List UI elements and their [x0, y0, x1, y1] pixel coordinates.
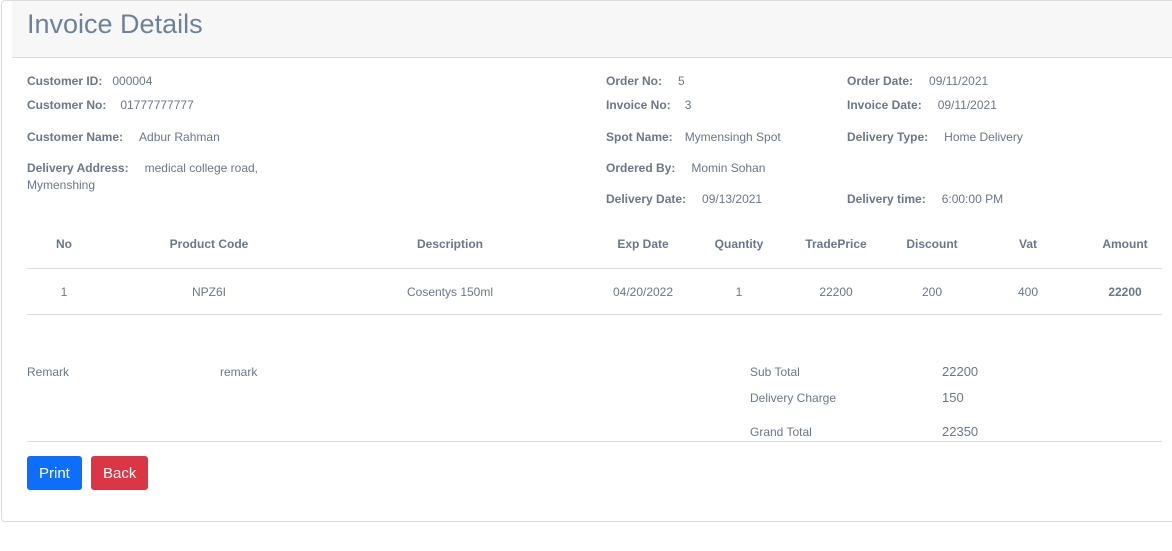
cell-product-code: NPZ6I	[191, 285, 227, 299]
delivery-type: Delivery Type: Home Delivery	[847, 130, 1023, 144]
back-button[interactable]: Back	[91, 456, 149, 490]
grand-total-label: Grand Total	[750, 425, 812, 439]
col-trade-price: TradePrice	[805, 237, 867, 251]
delivery-charge-label: Delivery Charge	[750, 391, 837, 405]
cell-description: Cosentys 150ml	[406, 285, 494, 299]
card-header	[12, 1, 1172, 58]
customer-no: Customer No: 01777777777	[27, 98, 194, 112]
customer-name: Customer Name: Adbur Rahman	[27, 130, 220, 144]
invoice-no: Invoice No: 3	[606, 98, 692, 112]
cell-exp-date: 04/20/2022	[612, 285, 674, 299]
cell-quantity: 1	[735, 285, 743, 299]
invoice-date: Invoice Date: 09/11/2021	[847, 98, 997, 112]
customer-id: Customer ID: 000004	[27, 74, 153, 88]
sub-total-label: Sub Total	[750, 365, 800, 379]
grand-total-value: 22350	[942, 424, 979, 439]
col-no: No	[56, 237, 72, 251]
col-quantity: Quantity	[714, 237, 764, 251]
delivery-address-line2: Mymenshing	[27, 178, 96, 192]
col-description: Description	[416, 237, 484, 251]
col-product-code: Product Code	[169, 237, 249, 251]
cell-trade-price: 22200	[819, 285, 853, 299]
col-discount: Discount	[906, 237, 958, 251]
divider	[27, 268, 1162, 269]
delivery-time: Delivery time: 6:00:00 PM	[847, 192, 1004, 206]
invoice-card	[1, 0, 1172, 522]
order-date: Order Date: 09/11/2021	[847, 74, 989, 88]
remark-value: remark	[220, 365, 258, 379]
spot-name: Spot Name: Mymensingh Spot	[606, 130, 781, 144]
delivery-charge-value: 150	[942, 390, 964, 405]
divider	[27, 441, 1162, 442]
cell-amount: 22200	[1108, 285, 1142, 299]
col-exp-date: Exp Date	[617, 237, 669, 251]
ordered-by: Ordered By: Momin Sohan	[606, 161, 766, 175]
col-amount: Amount	[1102, 237, 1148, 251]
delivery-date: Delivery Date: 09/13/2021	[606, 192, 763, 206]
divider	[27, 314, 1162, 315]
delivery-address: Delivery Address: medical college road,	[27, 161, 259, 175]
print-button[interactable]: Print	[27, 456, 82, 490]
page-title: Invoice Details	[27, 9, 203, 39]
cell-no: 1	[60, 285, 68, 299]
cell-vat: 400	[1017, 285, 1039, 299]
remark-label: Remark	[27, 365, 70, 379]
cell-discount: 200	[921, 285, 943, 299]
sub-total-value: 22200	[942, 364, 979, 379]
order-no: Order No: 5	[606, 74, 685, 88]
col-vat: Vat	[1018, 237, 1038, 251]
